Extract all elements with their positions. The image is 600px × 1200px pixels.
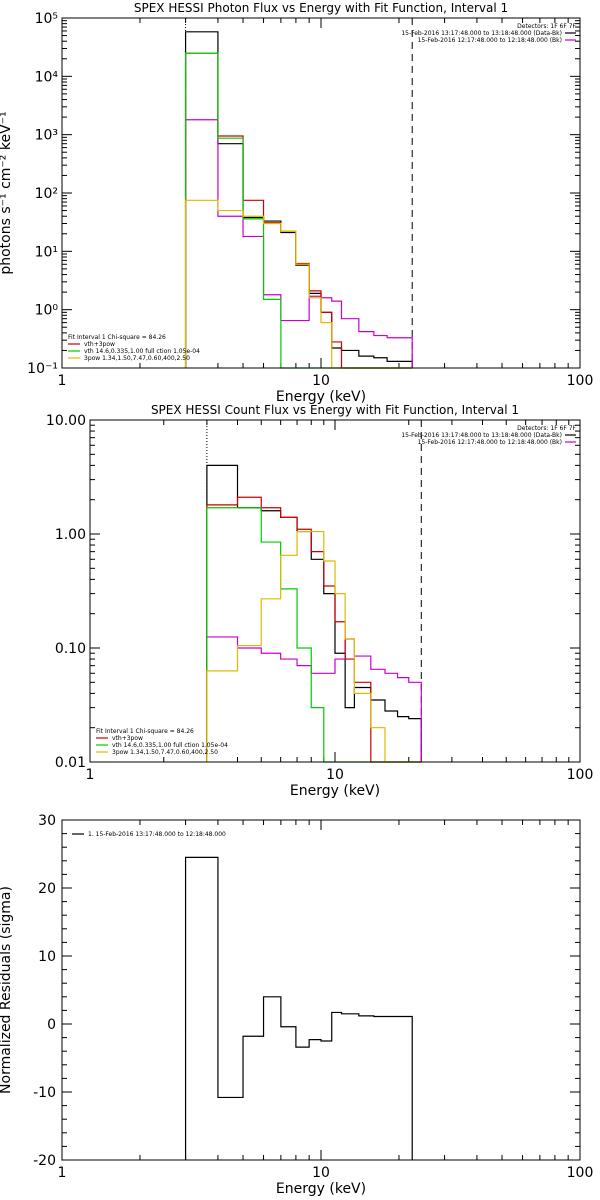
y-axis-label: photons s⁻¹ cm⁻² keV⁻¹ [0, 111, 14, 274]
chart-panel-3: 1 10 100 Energy (keV) -20 -10 0 10 20 30 Normalize… [0, 813, 593, 1197]
x-axis-label: Energy (keV) [276, 1181, 366, 1197]
legend-text: vth+3pow [84, 341, 115, 348]
series-line-3 [206, 496, 422, 763]
x-tick-label: 1 [86, 767, 95, 783]
series-line-1 [184, 856, 413, 1160]
legend-text: 1. 15-Feb-2016 13:17:48.000 to 12:18:48.… [88, 831, 226, 838]
y-tick-label: 30 [38, 813, 56, 829]
x-tick-label: 1 [58, 373, 67, 389]
x-tick-label: 10 [326, 767, 344, 783]
legend-text: Fit Interval 1 Chi-square = 84.26 [68, 334, 166, 341]
y-tick-label: 0.01 [55, 755, 86, 771]
legend-text: 15-Feb-2016 13:17:48.000 to 13:18:48.000… [401, 30, 562, 37]
series-line-1 [206, 464, 422, 762]
legend-text: vth+3pow [112, 735, 143, 742]
x-axis-label: Energy (keV) [290, 783, 380, 799]
chart-title: SPEX HESSI Count Flux vs Energy with Fit… [151, 403, 519, 417]
series-line-2 [184, 119, 413, 368]
legend-text: 3pow 1.34,1.50,7.47,0.60,400,2.50 [112, 749, 218, 756]
y-tick-label: 0 [47, 1017, 56, 1033]
series-line-2 [206, 636, 422, 762]
x-axis-label: Energy (keV) [276, 389, 366, 405]
chart-panel-2: SPEX HESSI Count Flux vs Energy with Fit… [46, 403, 593, 799]
x-tick-label: 10 [312, 373, 330, 389]
x-tick-label: 10 [312, 1165, 330, 1181]
y-tick-label: 10⁻¹ [27, 361, 58, 377]
y-tick-label: 10.00 [46, 413, 86, 429]
legend-text: Fit Interval 1 Chi-square = 84.26 [96, 728, 194, 735]
chart-panel-1: SPEX HESSI Photon Flux vs Energy with Fi… [0, 1, 593, 405]
legend-text: vth 14.6,0.335,1.00 full ction 1.05e-04 [112, 742, 228, 749]
x-tick-label: 100 [567, 373, 594, 389]
series-line-5 [184, 199, 413, 369]
y-tick-label: 10⁰ [35, 303, 59, 319]
legend-text: 15-Feb-2016 12:17:48.000 to 12:18:48.000… [418, 37, 562, 44]
y-tick-label: 10⁵ [35, 11, 58, 27]
y-tick-label: 10 [38, 949, 56, 965]
y-tick-label: -10 [33, 1085, 56, 1101]
x-tick-label: 100 [567, 767, 594, 783]
y-tick-label: 10² [35, 186, 58, 202]
plot-frame [61, 819, 581, 1161]
legend-text: vth 14.6,0.335,1.00 full ction 1.05e-04 [84, 348, 200, 355]
plot-frame [89, 419, 581, 763]
y-tick-label: 10¹ [35, 244, 58, 260]
legend-text: 15-Feb-2016 13:17:48.000 to 13:18:48.000… [401, 432, 562, 439]
y-tick-label: -20 [33, 1153, 56, 1169]
plot-frame [61, 17, 581, 369]
series-line-1 [184, 31, 413, 368]
legend-text: Detectors: 1F 6F 7F [517, 23, 576, 30]
y-axis-label: Normalized Residuals (sigma) [0, 886, 14, 1094]
chart-title: SPEX HESSI Photon Flux vs Energy with Fi… [134, 1, 508, 15]
y-tick-label: 1.00 [55, 527, 86, 543]
y-tick-label: 0.10 [55, 641, 86, 657]
legend-text: 3pow 1.34,1.50,7.47,0.60,400,2.50 [84, 355, 190, 362]
x-tick-label: 100 [567, 1165, 594, 1181]
y-tick-label: 10⁴ [35, 69, 59, 85]
legend-text: Detectors: 1F 6F 7F [517, 425, 576, 432]
y-tick-label: 20 [38, 881, 56, 897]
x-tick-label: 1 [58, 1165, 67, 1181]
y-tick-label: 10³ [35, 128, 58, 144]
legend-text: 15-Feb-2016 12:17:48.000 to 12:18:48.000… [418, 439, 562, 446]
series-line-5 [206, 530, 422, 763]
series-line-4 [206, 507, 422, 763]
